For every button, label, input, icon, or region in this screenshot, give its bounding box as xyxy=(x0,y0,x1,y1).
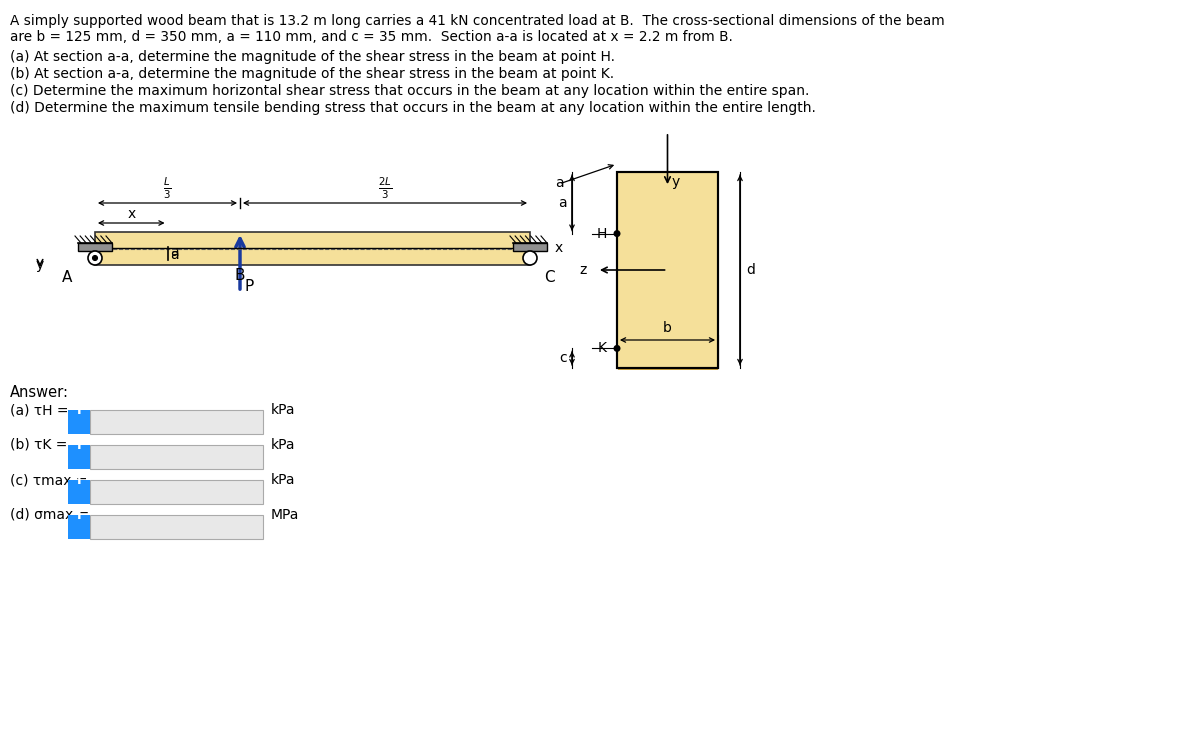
Text: are b = 125 mm, d = 350 mm, a = 110 mm, and c = 35 mm.  Section a-a is located a: are b = 125 mm, d = 350 mm, a = 110 mm, … xyxy=(10,30,733,44)
Text: $\frac{2L}{3}$: $\frac{2L}{3}$ xyxy=(378,176,392,201)
Text: $\frac{L}{3}$: $\frac{L}{3}$ xyxy=(163,176,172,201)
Bar xyxy=(78,243,112,251)
Text: a: a xyxy=(558,196,568,210)
Circle shape xyxy=(613,345,620,352)
Text: x: x xyxy=(127,207,136,221)
Text: c: c xyxy=(559,351,568,365)
Text: a: a xyxy=(170,248,179,262)
Text: i: i xyxy=(77,473,82,487)
Bar xyxy=(617,172,718,368)
Bar xyxy=(90,515,263,539)
Text: H: H xyxy=(596,227,607,240)
Text: i: i xyxy=(77,508,82,522)
Bar xyxy=(617,172,718,368)
Bar xyxy=(68,445,90,469)
Text: P: P xyxy=(244,279,253,294)
Text: kPa: kPa xyxy=(271,403,295,417)
Bar xyxy=(514,243,547,251)
Circle shape xyxy=(92,255,97,261)
Text: a: a xyxy=(554,176,563,190)
Text: A simply supported wood beam that is 13.2 m long carries a 41 kN concentrated lo: A simply supported wood beam that is 13.… xyxy=(10,14,944,28)
Text: (c) Determine the maximum horizontal shear stress that occurs in the beam at any: (c) Determine the maximum horizontal she… xyxy=(10,84,809,98)
Text: (b) At section a-a, determine the magnitude of the shear stress in the beam at p: (b) At section a-a, determine the magnit… xyxy=(10,67,614,81)
Text: z: z xyxy=(580,263,587,277)
Text: x: x xyxy=(554,242,563,255)
Text: y: y xyxy=(672,175,679,189)
Bar xyxy=(68,515,90,539)
Text: i: i xyxy=(77,438,82,452)
Text: b: b xyxy=(664,321,672,335)
Text: (d) σmax =: (d) σmax = xyxy=(10,508,89,522)
Text: d: d xyxy=(746,263,755,277)
Bar xyxy=(68,410,90,434)
Text: kPa: kPa xyxy=(271,438,295,452)
Text: B: B xyxy=(235,268,245,283)
Text: C: C xyxy=(544,270,554,285)
Circle shape xyxy=(613,230,620,237)
Text: (d) Determine the maximum tensile bending stress that occurs in the beam at any : (d) Determine the maximum tensile bendin… xyxy=(10,101,816,115)
Circle shape xyxy=(88,251,102,265)
Text: (c) τmax =: (c) τmax = xyxy=(10,473,88,487)
Text: i: i xyxy=(77,403,82,417)
Text: a: a xyxy=(170,245,179,259)
Bar xyxy=(68,480,90,504)
Text: MPa: MPa xyxy=(271,508,299,522)
Text: K: K xyxy=(598,342,607,355)
Text: A: A xyxy=(62,270,72,285)
Bar xyxy=(90,480,263,504)
Bar xyxy=(90,445,263,469)
Text: (b) τK =: (b) τK = xyxy=(10,438,67,452)
Text: y: y xyxy=(36,258,44,272)
Text: (a) At section a-a, determine the magnitude of the shear stress in the beam at p: (a) At section a-a, determine the magnit… xyxy=(10,50,616,64)
Bar xyxy=(95,232,530,265)
Text: (a) τH =: (a) τH = xyxy=(10,403,68,417)
Bar xyxy=(90,410,263,434)
Text: Answer:: Answer: xyxy=(10,385,70,400)
Circle shape xyxy=(523,251,538,265)
Text: kPa: kPa xyxy=(271,473,295,487)
